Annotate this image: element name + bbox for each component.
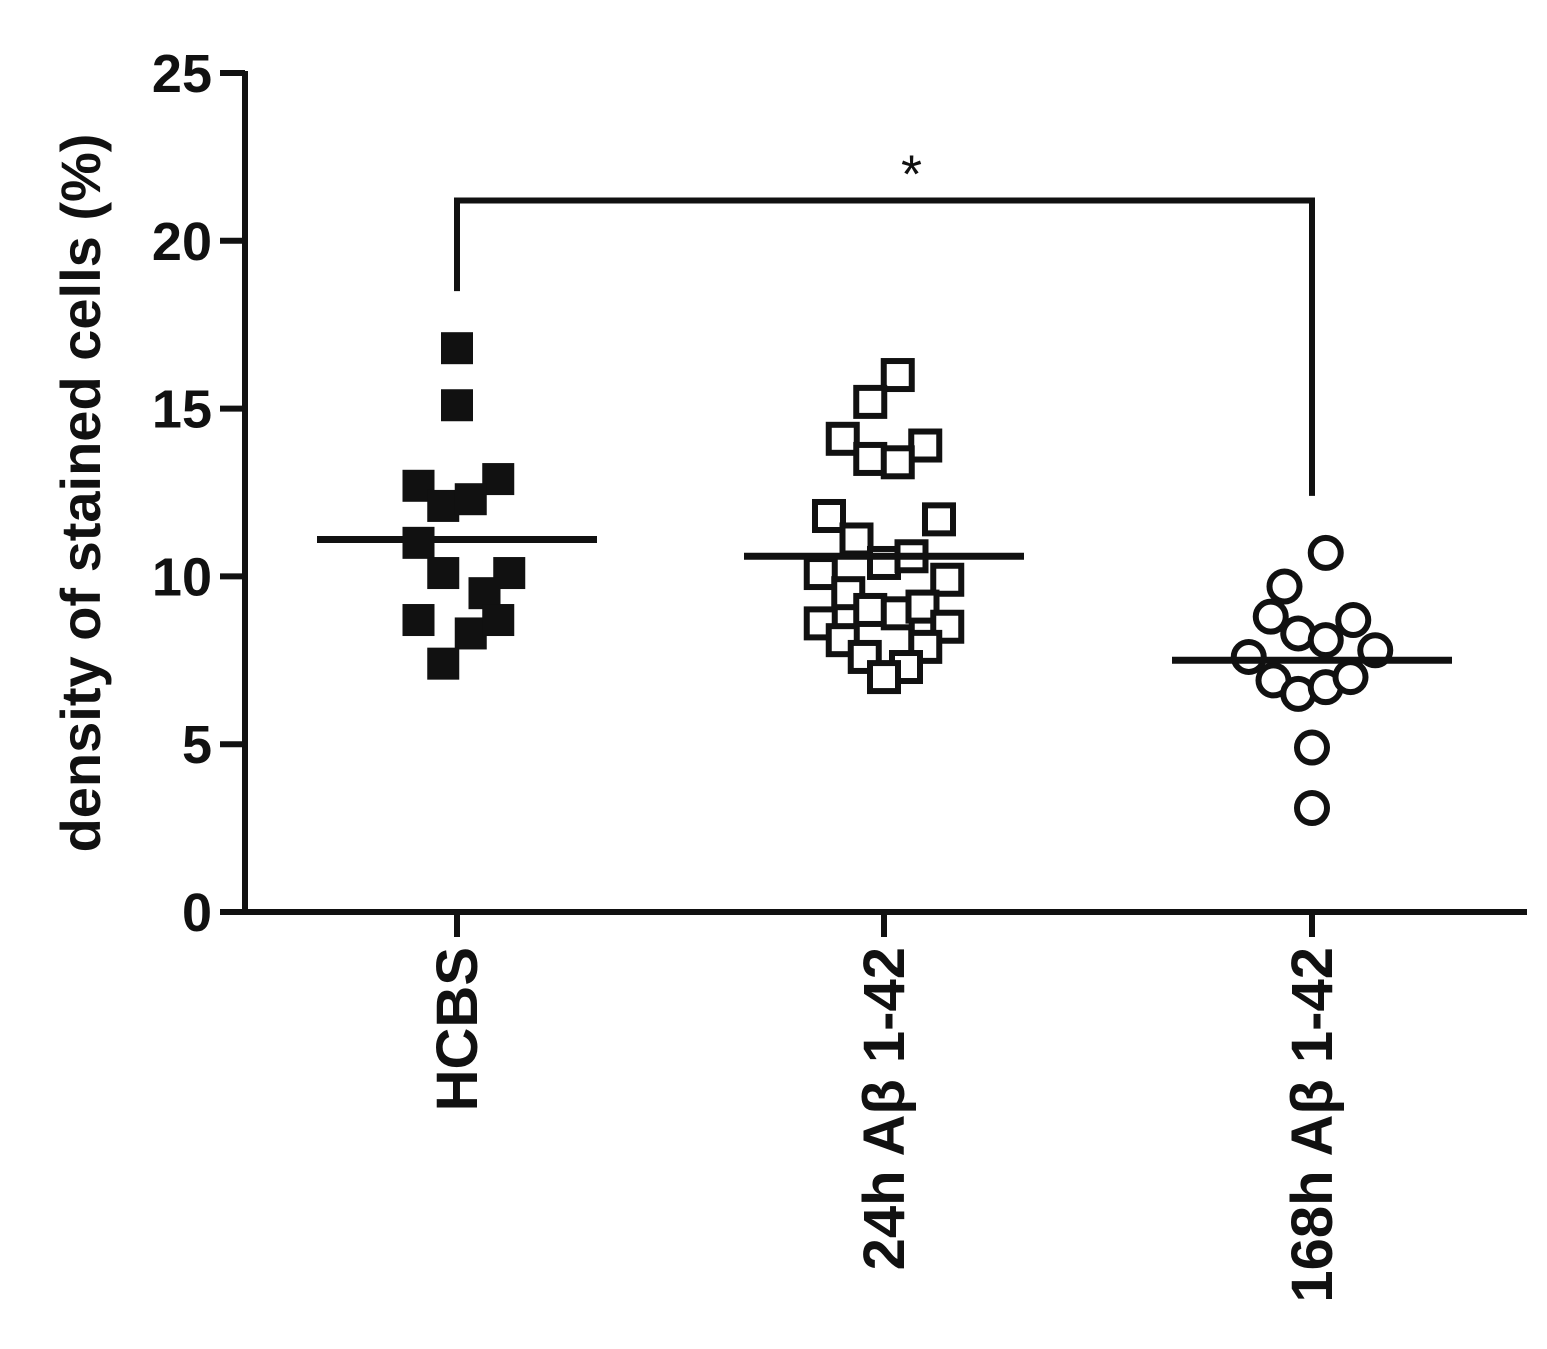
data-point [1294, 789, 1330, 826]
y-axis: 0 5 10 15 20 25 [152, 44, 248, 943]
data-point [441, 389, 473, 422]
data-point [454, 617, 487, 650]
data-point [853, 592, 888, 627]
data-point [847, 639, 882, 674]
bracket-line [454, 197, 1315, 496]
data-point [427, 557, 460, 590]
data-point [867, 660, 901, 695]
data-point [803, 556, 838, 591]
x-axis: HCBS 24h Aβ 1-42 168h Aβ 1-42 [242, 909, 1527, 1303]
y-tick-label: 5 [182, 715, 212, 775]
data-point [482, 604, 515, 637]
data-point [839, 522, 874, 557]
x-tick-label: 24h Aβ 1-42 [852, 947, 917, 1270]
x-tick-label: HCBS [425, 947, 490, 1111]
data-point [880, 445, 915, 480]
data-point [922, 502, 956, 537]
data-point [1307, 622, 1344, 659]
mean-lines [317, 535, 1452, 664]
data-point [454, 483, 487, 516]
y-axis-label: density of stained cells (%) [49, 134, 112, 853]
data-point [1266, 568, 1303, 605]
data-point [1332, 659, 1369, 696]
data-point [468, 577, 501, 610]
data-point [825, 421, 860, 456]
data-point [482, 463, 515, 496]
data-point [1335, 602, 1372, 639]
x-tick-label: 168h Aβ 1-42 [1280, 947, 1345, 1303]
y-tick-label: 25 [152, 44, 212, 104]
data-point [812, 498, 846, 533]
data-point [441, 332, 473, 365]
data-point [880, 358, 915, 393]
data-point [427, 647, 460, 680]
y-tick-label: 20 [152, 212, 212, 272]
data-point [402, 604, 435, 637]
data-point [853, 384, 888, 419]
data-point [930, 562, 965, 597]
y-tick-label: 0 [182, 883, 212, 943]
data-point [908, 428, 943, 463]
y-tick-label: 15 [152, 380, 212, 440]
significance-bracket: * [454, 145, 1315, 496]
data-point [853, 441, 888, 476]
data-points [402, 332, 1394, 826]
data-point [1307, 534, 1344, 571]
data-point [427, 489, 460, 522]
data-point [1252, 598, 1289, 635]
y-tick-label: 10 [152, 547, 212, 607]
significance-label: * [901, 145, 922, 205]
data-point [1294, 729, 1330, 766]
